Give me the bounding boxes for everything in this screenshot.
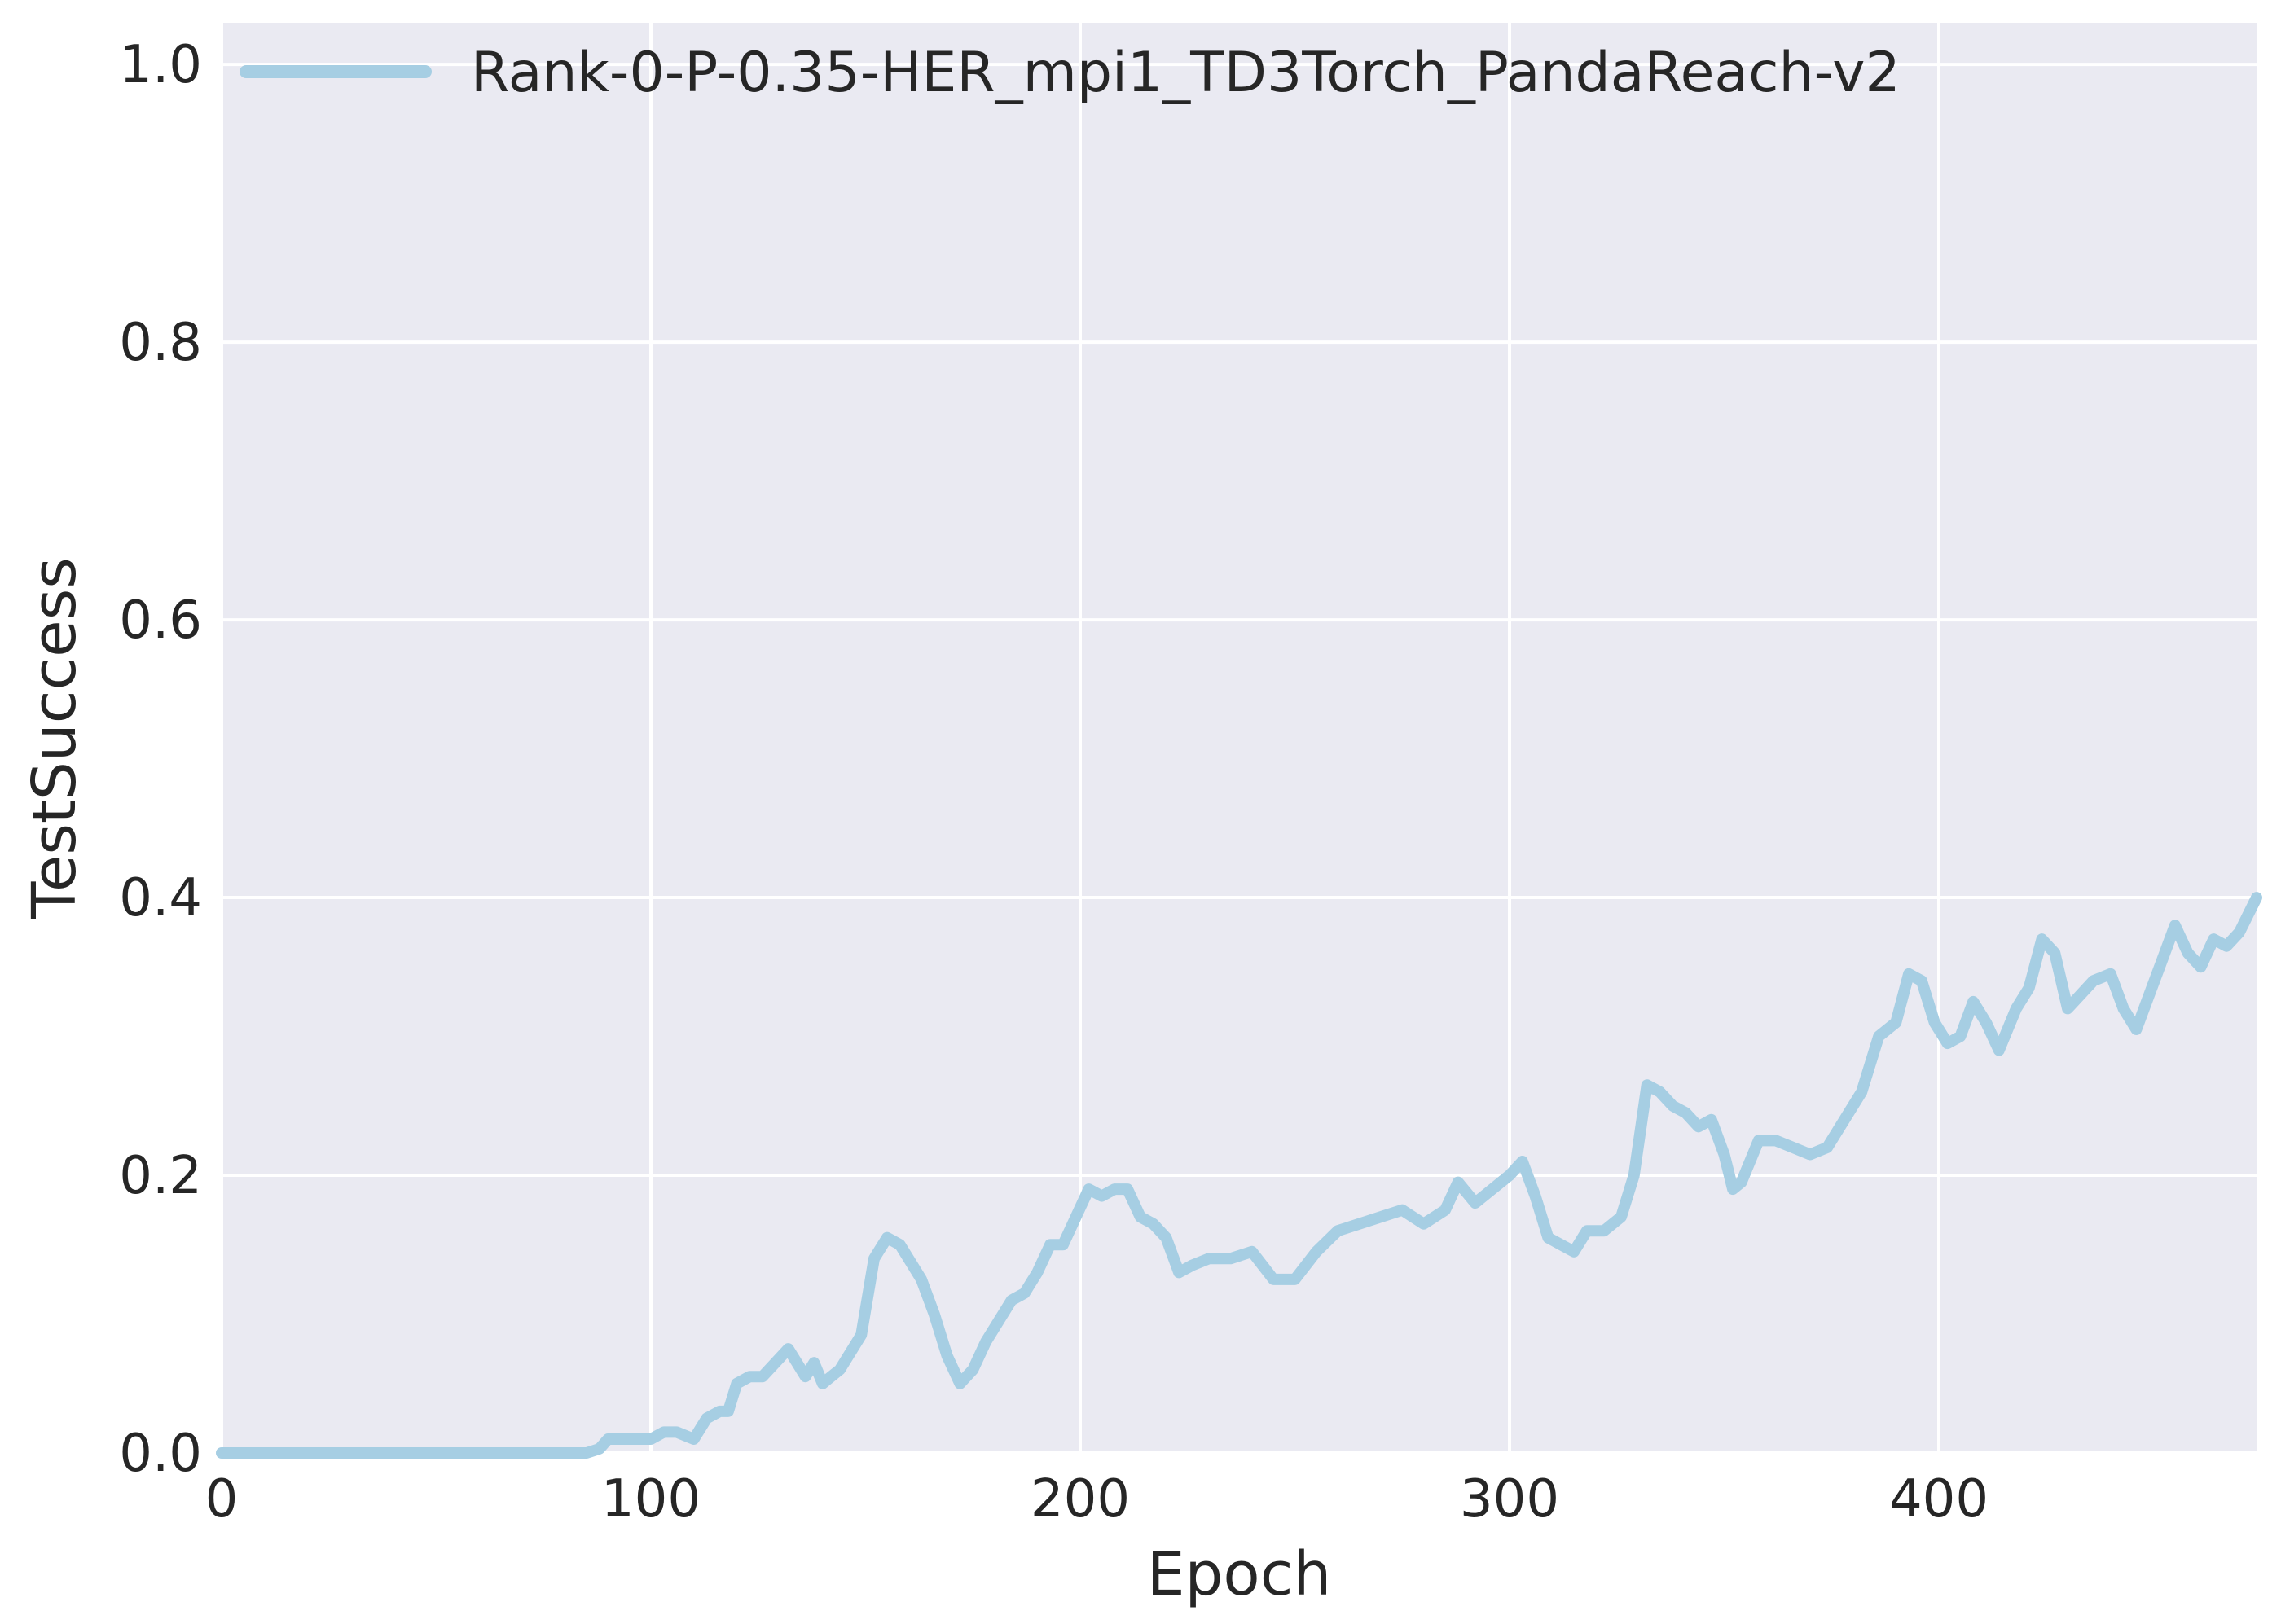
y-tick-label: 0.4: [119, 868, 202, 928]
x-tick-label: 200: [1031, 1469, 1130, 1530]
x-tick-label: 100: [601, 1469, 701, 1530]
x-tick-label: 0: [205, 1469, 239, 1530]
y-tick-label: 0.2: [119, 1146, 202, 1206]
y-tick-label: 0.0: [119, 1424, 202, 1484]
series-layer: [216, 892, 2262, 1459]
series-line: [216, 892, 2262, 1459]
y-axis-label: TestSuccess: [20, 557, 90, 920]
x-tick-label: 400: [1889, 1469, 1989, 1530]
legend-label: Rank-0-P-0.35-HER_mpi1_TD3Torch_PandaRea…: [471, 41, 1901, 105]
y-tick-label: 0.8: [119, 313, 202, 373]
x-tick-labels: 0 100 200 300 400: [205, 1469, 1989, 1530]
plot-background: [222, 23, 2257, 1453]
legend: Rank-0-P-0.35-HER_mpi1_TD3Torch_PandaRea…: [240, 41, 1901, 105]
y-tick-label: 1.0: [119, 35, 202, 95]
y-tick-labels: 0.0 0.2 0.4 0.6 0.8 1.0: [119, 35, 202, 1484]
x-tick-label: 300: [1460, 1469, 1559, 1530]
y-tick-label: 0.6: [119, 590, 202, 651]
x-axis-label: Epoch: [1147, 1539, 1332, 1609]
